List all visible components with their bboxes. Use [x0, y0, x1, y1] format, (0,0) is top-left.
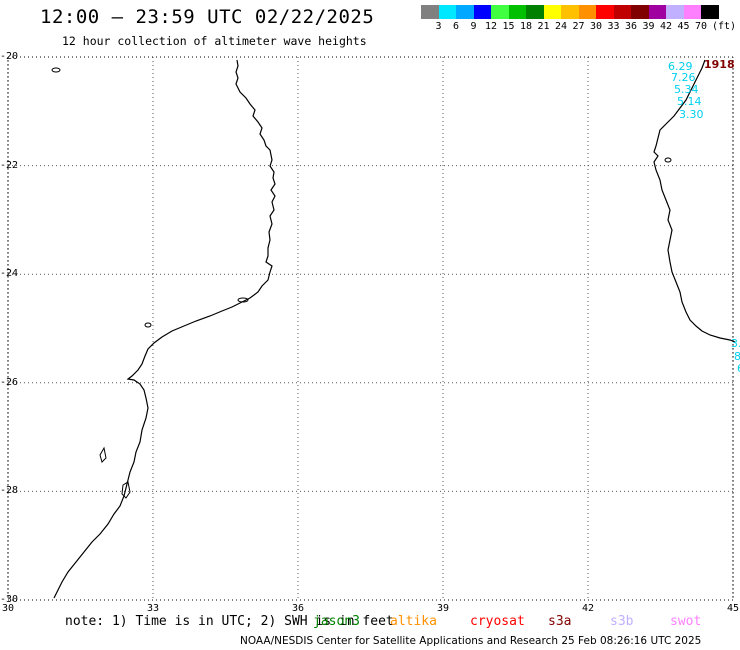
color-swatch	[579, 5, 597, 19]
satellite-cryosat: cryosat	[470, 614, 525, 629]
color-swatch	[666, 5, 684, 19]
color-legend-label: 30	[590, 21, 602, 32]
longitude-label: 33	[147, 603, 159, 614]
color-legend-label: 12	[485, 21, 497, 32]
island	[100, 448, 106, 462]
longitude-label: 45	[727, 603, 739, 614]
color-legend-label: 36	[625, 21, 637, 32]
color-swatch	[649, 5, 667, 19]
color-swatch	[439, 5, 457, 19]
color-legend-label: 33	[607, 21, 619, 32]
island	[145, 323, 151, 327]
color-swatch	[684, 5, 702, 19]
color-swatch	[509, 5, 527, 19]
color-legend-label: 27	[572, 21, 584, 32]
latitude-label: -22	[0, 160, 18, 171]
color-swatch	[614, 5, 632, 19]
color-swatch	[526, 5, 544, 19]
color-swatch	[544, 5, 562, 19]
satellite-s3b: s3b	[610, 614, 633, 629]
longitude-label: 30	[2, 603, 14, 614]
color-legend-label: 39	[642, 21, 654, 32]
latitude-label: -26	[0, 377, 18, 388]
color-swatch	[474, 5, 492, 19]
color-swatch	[596, 5, 614, 19]
satellite-swot: swot	[670, 614, 701, 629]
wave-height-label: 3.30	[679, 108, 704, 121]
wave-height-label: 1918	[704, 58, 735, 71]
color-swatch	[701, 5, 719, 19]
color-legend-unit: (ft)	[712, 21, 736, 32]
latitude-label: -24	[0, 268, 18, 279]
color-legend-label: 21	[537, 21, 549, 32]
latitude-label: -28	[0, 485, 18, 496]
color-swatch	[456, 5, 474, 19]
color-legend-labels: 3 6 9 12 15 18 21 24 27 30 33 36 39 42 45 70	[421, 21, 740, 33]
longitude-label: 39	[437, 603, 449, 614]
color-legend	[421, 5, 719, 19]
color-legend-label: 9	[470, 21, 476, 32]
color-legend-label: 70	[695, 21, 707, 32]
color-legend-label: 45	[677, 21, 689, 32]
longitude-label: 36	[292, 603, 304, 614]
island	[665, 158, 671, 162]
page-title: 12:00 – 23:59 UTC 02/22/2025	[40, 6, 374, 28]
page-subtitle: 12 hour collection of altimeter wave hei…	[62, 34, 367, 48]
latitude-label: -20	[0, 51, 18, 62]
longitude-label: 42	[582, 603, 594, 614]
wave-height-label: 5.14	[677, 95, 702, 108]
map-grid	[8, 57, 733, 600]
footer-credit: NOAA/NESDIS Center for Satellite Applica…	[240, 635, 701, 647]
wave-height-label: 3.	[731, 337, 740, 350]
color-swatch	[491, 5, 509, 19]
color-swatch	[631, 5, 649, 19]
color-swatch	[561, 5, 579, 19]
island	[52, 68, 60, 72]
map-frame	[8, 57, 733, 600]
color-swatch	[421, 5, 439, 19]
satellite-altika: altika	[390, 614, 437, 629]
satellite-jason3: jason3	[313, 614, 360, 629]
color-legend-label: 18	[520, 21, 532, 32]
color-legend-label: 42	[660, 21, 672, 32]
color-legend-label: 15	[502, 21, 514, 32]
color-legend-label: 6	[453, 21, 459, 32]
satellite-s3a: s3a	[548, 614, 571, 629]
color-legend-label: 24	[555, 21, 567, 32]
african-coastline	[54, 60, 275, 598]
color-legend-label: 3	[435, 21, 441, 32]
